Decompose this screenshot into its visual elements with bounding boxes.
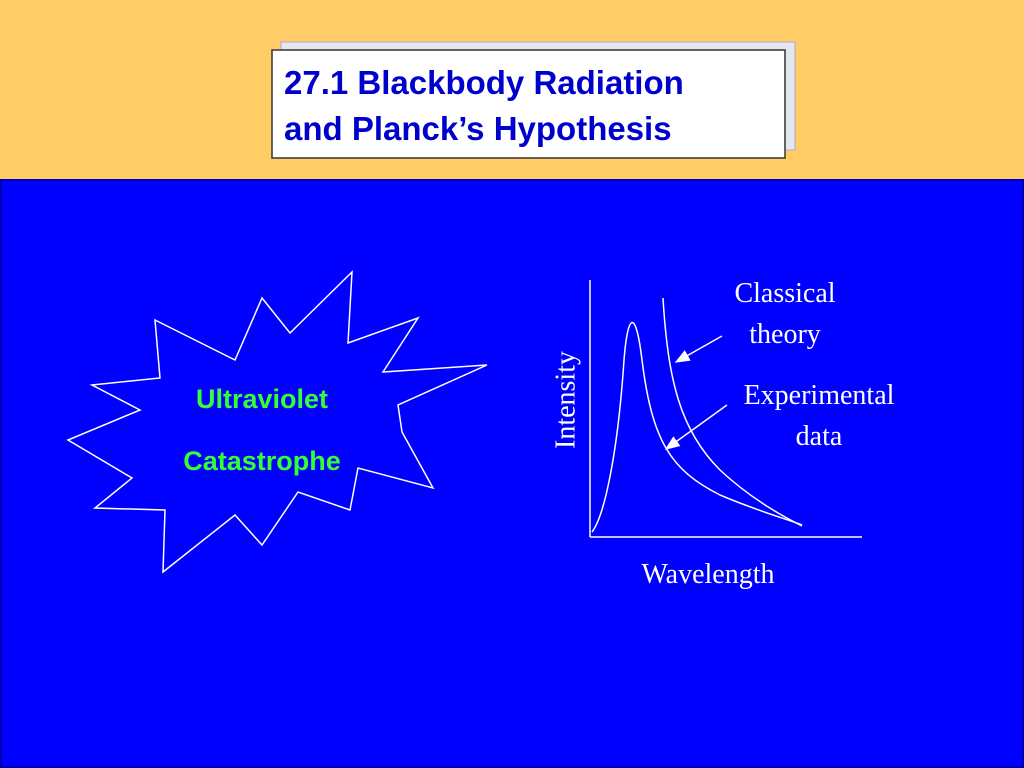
title-line: 27.1 Blackbody Radiation — [284, 64, 684, 101]
classical-curve — [662, 297, 803, 527]
starburst-text: Catastrophe — [183, 446, 341, 476]
annotation: Classical — [734, 278, 835, 309]
arrow — [674, 335, 723, 363]
title-line: and Planck’s Hypothesis — [284, 110, 672, 147]
starburst — [66, 270, 488, 574]
arrow — [664, 404, 728, 450]
title-box — [271, 49, 786, 159]
x-axis-label: Wavelength — [641, 559, 774, 590]
annotation: Experimental — [744, 380, 895, 411]
y-axis-label: Intensity — [550, 351, 581, 449]
annotation: theory — [749, 319, 821, 350]
experimental-curve — [591, 322, 803, 533]
annotation: data — [796, 421, 843, 452]
starburst-text: Ultraviolet — [196, 384, 328, 414]
